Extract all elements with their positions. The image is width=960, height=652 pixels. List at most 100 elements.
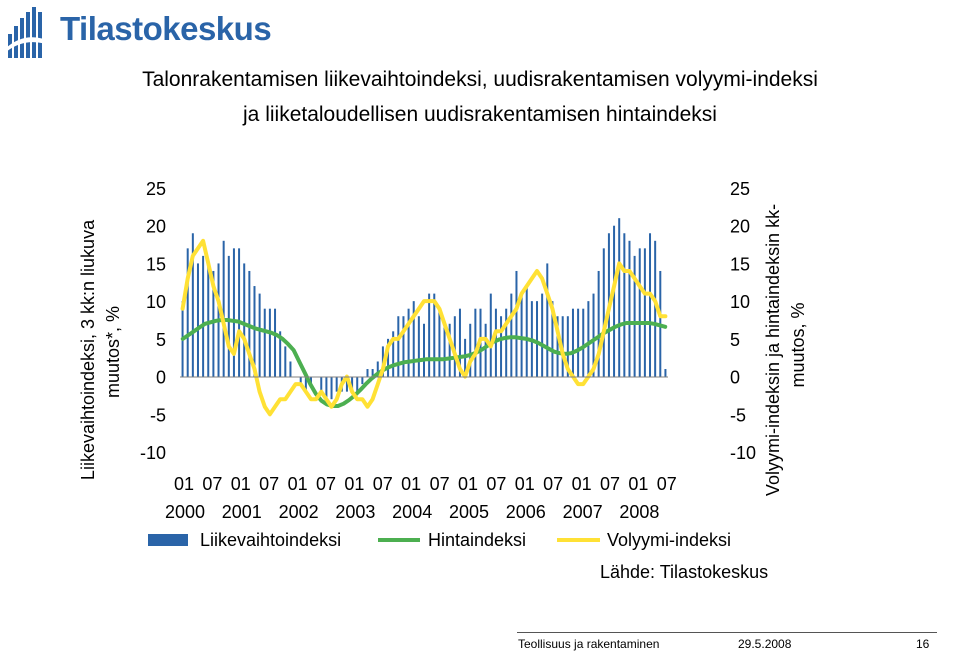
bar-liikevaihtoindeksi: [376, 361, 379, 377]
bar-liikevaihtoindeksi: [371, 369, 374, 377]
bar-liikevaihtoindeksi: [387, 338, 390, 377]
bar-liikevaihtoindeksi: [546, 263, 549, 377]
y-tick-label-left: 5: [156, 330, 166, 350]
bar-liikevaihtoindeksi: [299, 377, 302, 385]
bar-liikevaihtoindeksi: [397, 316, 400, 377]
x-tick-label-year: 2005: [449, 502, 489, 522]
bar-liikevaihtoindeksi: [613, 225, 616, 377]
y-axis-label-right-line1: Volyymi-indeksin ja hintaindeksin kk-: [763, 204, 783, 496]
legend-label-hintaindeksi: Hintaindeksi: [428, 530, 526, 550]
bar-liikevaihtoindeksi: [489, 293, 492, 377]
footer-date: 29.5.2008: [738, 637, 792, 651]
bar-liikevaihtoindeksi: [556, 316, 559, 377]
bar-liikevaihtoindeksi: [222, 240, 225, 377]
bar-liikevaihtoindeksi: [664, 369, 667, 377]
x-tick-label-month: 01: [515, 474, 535, 494]
y-tick-label-left: 0: [156, 368, 166, 388]
y-tick-label-right: 15: [730, 254, 750, 274]
bar-liikevaihtoindeksi: [638, 248, 641, 377]
y-tick-label-right: 25: [730, 179, 750, 199]
bar-liikevaihtoindeksi: [592, 293, 595, 377]
bar-liikevaihtoindeksi: [227, 255, 230, 377]
bar-liikevaihtoindeksi: [500, 316, 503, 377]
x-tick-label-month: 01: [628, 474, 648, 494]
bar-liikevaihtoindeksi: [571, 308, 574, 377]
y-tick-label-right: 5: [730, 330, 740, 350]
bar-liikevaihtoindeksi: [515, 270, 518, 377]
x-tick-label-month: 07: [202, 474, 222, 494]
bar-liikevaihtoindeksi: [274, 308, 277, 377]
legend-swatch-liikevaihtoindeksi: [148, 534, 188, 546]
x-tick-label-year: 2008: [619, 502, 659, 522]
x-tick-label-month: 07: [543, 474, 563, 494]
bar-liikevaihtoindeksi: [284, 346, 287, 377]
y-tick-label-left: 20: [146, 217, 166, 237]
x-tick-label-month: 01: [572, 474, 592, 494]
chart-title-line1: Talonrakentamisen liikevaihtoindeksi, uu…: [142, 68, 818, 91]
bar-liikevaihtoindeksi: [633, 255, 636, 377]
bar-liikevaihtoindeksi: [243, 263, 246, 377]
y-tick-label-left: 10: [146, 292, 166, 312]
bar-liikevaihtoindeksi: [335, 377, 338, 392]
logo-bars-icon: [6, 7, 52, 58]
bar-liikevaihtoindeksi: [628, 240, 631, 377]
x-tick-label-year: 2002: [279, 502, 319, 522]
bar-liikevaihtoindeksi: [268, 308, 271, 377]
bar-liikevaihtoindeksi: [643, 248, 646, 377]
y-tick-label-right: -5: [730, 405, 746, 425]
bar-liikevaihtoindeksi: [428, 293, 431, 377]
x-tick-label-month: 01: [344, 474, 364, 494]
x-tick-label-year: 2003: [335, 502, 375, 522]
bar-liikevaihtoindeksi: [392, 331, 395, 377]
bar-liikevaihtoindeksi: [597, 270, 600, 377]
x-tick-label-year: 2006: [506, 502, 546, 522]
y-tick-label-right: 0: [730, 368, 740, 388]
tilastokeskus-logo: Tilastokeskus: [6, 4, 272, 60]
bar-liikevaihtoindeksi: [258, 293, 261, 377]
bar-liikevaihtoindeksi: [618, 218, 621, 377]
chart-title-line2: ja liiketaloudellisen uudisrakentamisen …: [243, 103, 717, 126]
bar-liikevaihtoindeksi: [649, 233, 652, 377]
bar-liikevaihtoindeksi: [566, 316, 569, 377]
bar-liikevaihtoindeksi: [551, 301, 554, 377]
bar-liikevaihtoindeksi: [412, 301, 415, 377]
bar-liikevaihtoindeksi: [520, 293, 523, 377]
bar-liikevaihtoindeksi: [602, 248, 605, 377]
bar-liikevaihtoindeksi: [263, 308, 266, 377]
bar-liikevaihtoindeksi: [402, 316, 405, 377]
y-tick-label-right: 20: [730, 217, 750, 237]
x-tick-label-month: 01: [231, 474, 251, 494]
bar-liikevaihtoindeksi: [577, 308, 580, 377]
bar-liikevaihtoindeksi: [407, 308, 410, 377]
footer-page: 16: [916, 637, 930, 651]
footer-rule: [517, 632, 937, 633]
bar-liikevaihtoindeksi: [309, 377, 312, 385]
bar-liikevaihtoindeksi: [448, 323, 451, 377]
x-tick-label-month: 07: [600, 474, 620, 494]
y-axis-label-left-line2: muutos*, %: [103, 306, 123, 398]
y-tick-label-left: -5: [150, 405, 166, 425]
x-tick-label-month: 07: [486, 474, 506, 494]
x-tick-label-month: 07: [430, 474, 450, 494]
bar-liikevaihtoindeksi: [186, 248, 189, 377]
bar-liikevaihtoindeksi: [212, 270, 215, 377]
bar-liikevaihtoindeksi: [469, 323, 472, 377]
bar-liikevaihtoindeksi: [443, 323, 446, 377]
bar-liikevaihtoindeksi: [582, 308, 585, 377]
y-tick-label-right: 10: [730, 292, 750, 312]
x-tick-label-month: 01: [458, 474, 478, 494]
bar-liikevaihtoindeksi: [191, 233, 194, 377]
line-hintaindeksi: [180, 318, 668, 408]
bar-liikevaihtoindeksi: [417, 316, 420, 377]
bar-liikevaihtoindeksi: [536, 301, 539, 377]
bar-liikevaihtoindeksi: [356, 377, 359, 392]
y-axis-label-right-line2: muutos, %: [788, 302, 808, 387]
x-tick-label-year: 2001: [222, 502, 262, 522]
bar-liikevaihtoindeksi: [238, 248, 241, 377]
x-tick-label-year: 2004: [392, 502, 432, 522]
bar-liikevaihtoindeksi: [253, 286, 256, 377]
bar-liikevaihtoindeksi: [541, 293, 544, 377]
bar-liikevaihtoindeksi: [351, 377, 354, 392]
line-volyymi-indeksi: [180, 238, 668, 417]
bar-liikevaihtoindeksi: [623, 233, 626, 377]
